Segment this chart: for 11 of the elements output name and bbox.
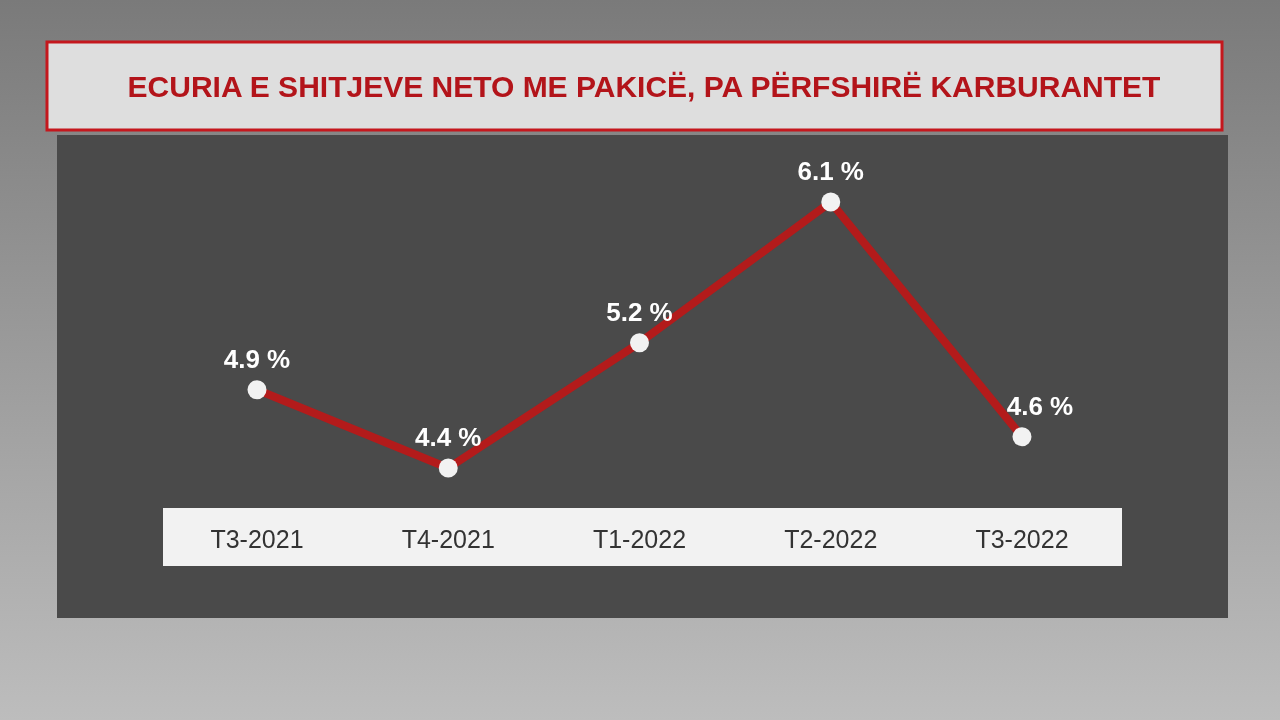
data-label: 6.1 % [797,156,864,186]
chart-title: ECURIA E SHITJEVE NETO ME PAKICË, PA PËRFSHIRË KARBURANTET [127,70,1161,103]
x-tick-label: T3-2021 [210,525,304,553]
x-tick-label: T1-2022 [592,525,687,553]
x-tick-label: T3-2022 [975,525,1069,553]
x-tick-label: T2-2022 [784,525,878,553]
data-label: 4.4 % [415,422,482,452]
data-label: 4.9 % [223,343,291,374]
x-tick-label: T4-2021 [401,525,495,553]
data-label: 5.2 % [606,296,673,327]
data-label: 4.6 % [1006,390,1074,421]
